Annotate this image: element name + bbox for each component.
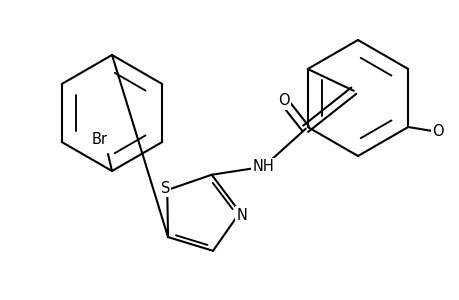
Text: Br: Br [92, 131, 108, 146]
Text: O: O [277, 93, 289, 108]
Text: NH: NH [252, 159, 274, 174]
Text: N: N [236, 208, 247, 223]
Text: O: O [431, 124, 443, 140]
Text: S: S [160, 181, 169, 196]
